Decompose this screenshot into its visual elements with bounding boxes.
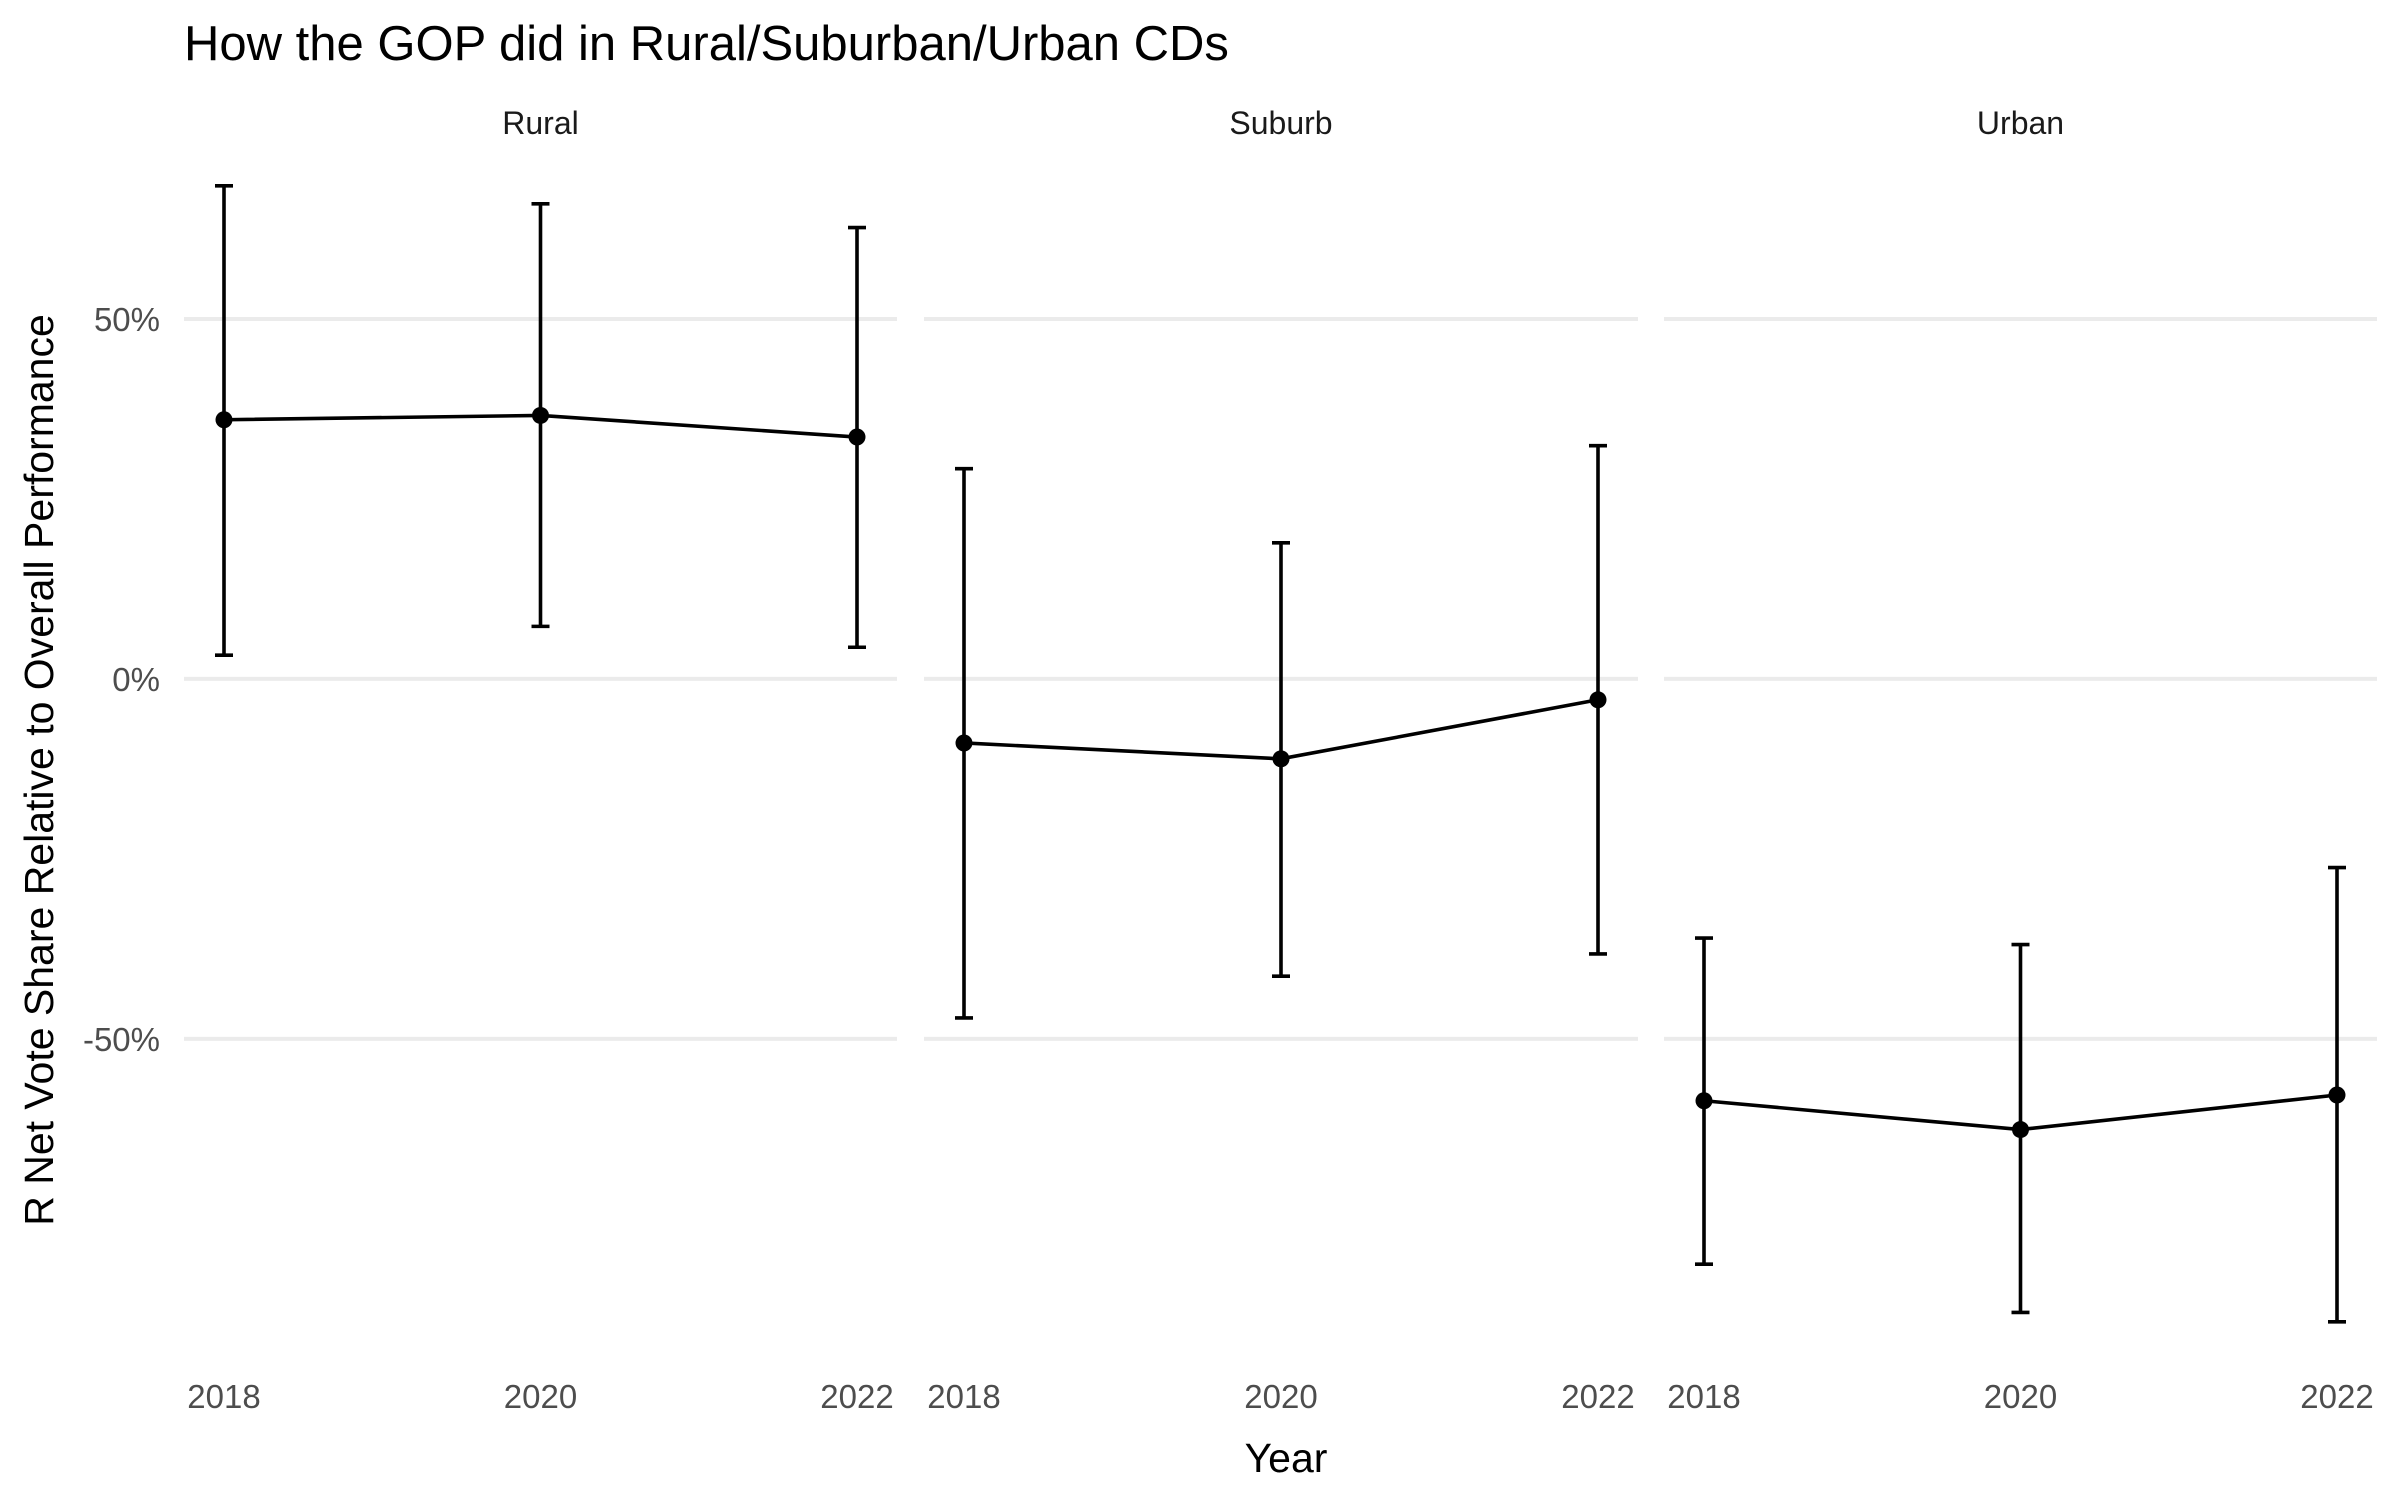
y-axis-title: R Net Vote Share Relative to Overall Per…: [16, 314, 62, 1226]
data-point: [2328, 1086, 2346, 1104]
data-point: [215, 411, 233, 429]
data-point: [955, 734, 973, 752]
y-tick-label: 0%: [112, 661, 160, 698]
x-tick-label: 2018: [927, 1378, 1000, 1415]
x-tick-label: 2018: [1667, 1378, 1740, 1415]
data-point: [1272, 750, 1290, 768]
x-tick-label: 2018: [187, 1378, 260, 1415]
y-axis-ticks: 50% 0% -50%: [83, 301, 160, 1058]
facet-label: Rural: [502, 105, 578, 141]
x-tick-label: 2020: [1984, 1378, 2057, 1415]
facet-label: Urban: [1977, 105, 2064, 141]
data-point: [2012, 1121, 2029, 1139]
x-tick-label: 2022: [1561, 1378, 1634, 1415]
facet-panel-urban: Urban 2018 2020 2022: [1664, 105, 2377, 1415]
data-point: [848, 428, 866, 446]
x-tick-label: 2022: [2300, 1378, 2373, 1415]
x-tick-label: 2020: [504, 1378, 577, 1415]
x-tick-label: 2020: [1244, 1378, 1317, 1415]
x-tick-label: 2022: [820, 1378, 893, 1415]
facet-panel-suburb: Suburb 2018 2020 2022: [924, 105, 1638, 1415]
chart-title: How the GOP did in Rural/Suburban/Urban …: [184, 17, 1229, 71]
y-tick-label: -50%: [83, 1021, 160, 1058]
facet-panel-rural: Rural 2018 2020 2022: [184, 105, 897, 1415]
y-tick-label: 50%: [94, 301, 160, 338]
x-axis-title: Year: [1245, 1435, 1328, 1481]
data-point: [1589, 691, 1607, 709]
data-point: [532, 406, 549, 424]
facet-label: Suburb: [1229, 105, 1332, 141]
data-point: [1695, 1092, 1713, 1110]
